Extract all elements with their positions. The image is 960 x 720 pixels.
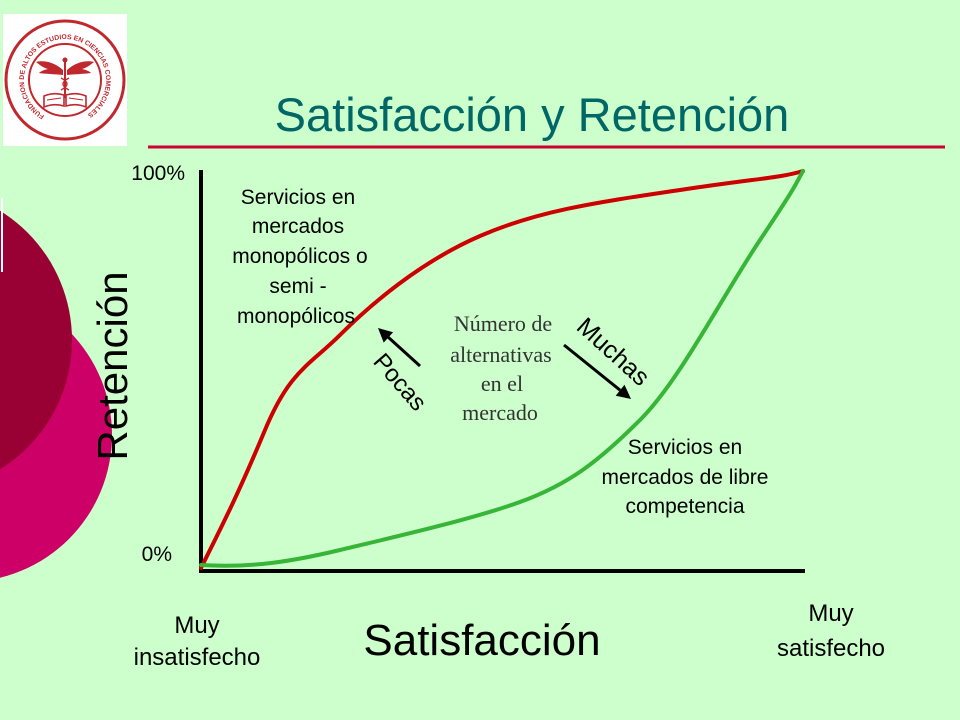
monopoly-markets-curve: [199, 169, 805, 570]
left-decoration: [0, 198, 112, 578]
many-alternatives-label-group: Muchas: [571, 312, 655, 391]
arrow-shaft: [563, 343, 622, 392]
slide-title: Satisfacción y Retención: [275, 88, 790, 141]
note-line: monopólicos: [237, 305, 355, 328]
note-line: alternativas: [450, 342, 551, 367]
monopoly-markets-note: Servicios en mercados monopólicos o semi…: [232, 186, 367, 328]
few-alternatives-arrow: [378, 328, 422, 368]
x-axis-min-label-line: insatisfecho: [134, 644, 261, 671]
y-axis-title-group: Retención: [89, 271, 136, 460]
institution-logo: FUNDACION DE ALTOS ESTUDIOS EN CIENCIAS …: [3, 14, 127, 146]
x-axis-max-label-line: Muy: [808, 600, 853, 627]
note-line: Número de: [454, 311, 552, 336]
many-alternatives-arrow: [563, 343, 631, 399]
note-line: monopólicos o: [232, 245, 367, 268]
y-axis-min-label: 0%: [142, 543, 172, 566]
free-markets-note: Servicios en mercados de libre competenc…: [602, 436, 769, 518]
arrow-shaft: [387, 336, 422, 368]
caduceus-icon: [36, 57, 94, 98]
x-axis-max-label: Muy satisfecho: [777, 600, 885, 662]
x-axis-max-label-line: satisfecho: [777, 635, 885, 662]
note-line: en el: [481, 371, 523, 396]
accent-circle-dark: [0, 210, 72, 470]
y-axis-max-label: 100%: [131, 162, 185, 185]
logo-inner-ring: [28, 43, 102, 117]
note-line: mercados: [252, 215, 344, 238]
few-alternatives-label-group: Pocas: [368, 348, 432, 416]
note-line: competencia: [625, 495, 744, 518]
arrow-down-right-icon: [615, 384, 631, 399]
note-line: mercados de libre: [602, 466, 769, 489]
note-line: mercado: [462, 400, 538, 425]
y-axis-title: Retención: [89, 271, 136, 460]
logo-outer-ring: [4, 19, 126, 141]
few-alternatives-label: Pocas: [368, 348, 432, 416]
x-axis-min-label: Muy insatisfecho: [134, 612, 261, 671]
open-book-icon: [43, 92, 87, 109]
many-alternatives-label: Muchas: [571, 312, 655, 391]
arrow-up-left-icon: [378, 328, 394, 343]
x-axis-title: Satisfacción: [363, 616, 600, 665]
note-line: Servicios en: [241, 186, 355, 209]
note-line: semi -: [269, 275, 326, 298]
x-axis-min-label-line: Muy: [174, 612, 219, 639]
alternatives-note: Número de alternativas en el mercado: [450, 311, 552, 425]
free-markets-curve: [199, 169, 805, 568]
note-line: Servicios en: [628, 436, 742, 459]
